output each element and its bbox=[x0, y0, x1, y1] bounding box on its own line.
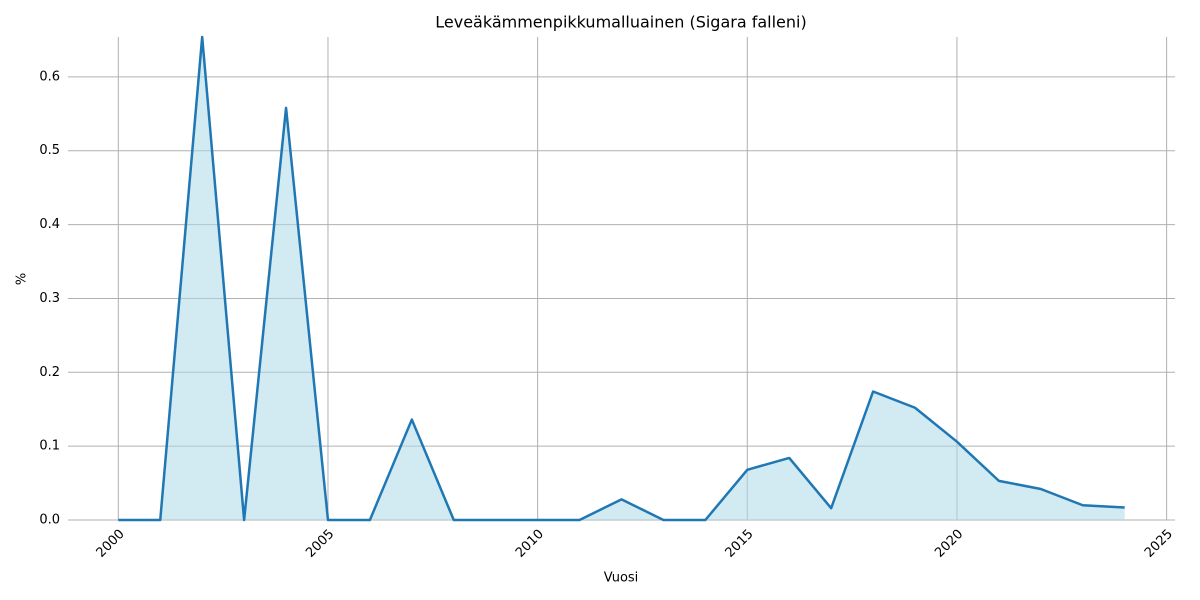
y-tick-label: 0.5 bbox=[39, 143, 60, 158]
y-axis-label: % bbox=[15, 273, 30, 285]
y-tick-label: 0.6 bbox=[39, 69, 60, 84]
area-fill bbox=[118, 37, 1125, 520]
y-tick-label: 0.2 bbox=[39, 365, 60, 380]
x-tick-label: 2015 bbox=[723, 527, 757, 561]
x-tick-label: 2025 bbox=[1142, 527, 1176, 561]
y-tick-label: 0.4 bbox=[39, 217, 60, 232]
y-tick-label: 0.0 bbox=[39, 513, 60, 528]
x-tick-label: 2005 bbox=[303, 527, 337, 561]
x-tick-label: 2010 bbox=[513, 527, 547, 561]
x-tick-label: 2020 bbox=[932, 527, 966, 561]
y-tick-label: 0.1 bbox=[39, 439, 60, 454]
y-tick-label: 0.3 bbox=[39, 291, 60, 306]
x-tick-label: 2000 bbox=[94, 527, 128, 561]
chart-title: Leveäkämmenpikkumalluainen (Sigara falle… bbox=[435, 13, 806, 32]
x-axis-label: Vuosi bbox=[604, 571, 639, 586]
line bbox=[118, 35, 1125, 522]
